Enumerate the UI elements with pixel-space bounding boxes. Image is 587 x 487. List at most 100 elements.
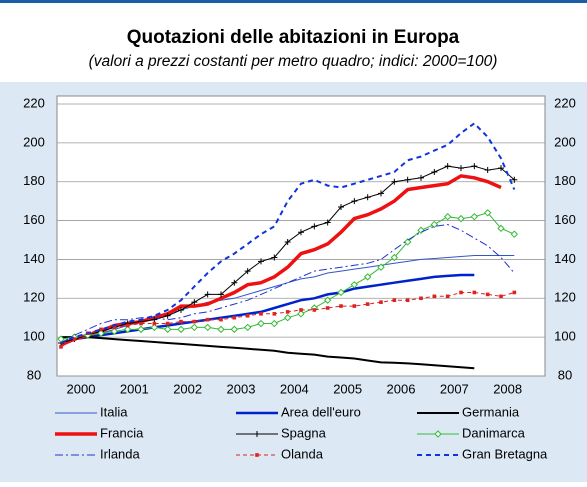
marker	[97, 329, 105, 337]
x-tick-label: 2006	[387, 381, 416, 396]
marker	[324, 219, 331, 226]
legend-label: Spagna	[281, 425, 327, 440]
y-tick-label: 80	[27, 367, 41, 382]
marker	[219, 317, 223, 322]
marker	[337, 288, 345, 297]
marker	[270, 319, 279, 328]
x-tick-label: 2002	[173, 381, 202, 396]
y-tick-label: 160	[23, 212, 45, 227]
marker	[444, 163, 451, 170]
marker	[299, 308, 303, 312]
legend-label: Francia	[100, 425, 144, 440]
x-tick-label: 2000	[67, 381, 96, 396]
marker	[245, 313, 250, 318]
plot-area	[56, 95, 546, 377]
y-tick-label: 220	[23, 95, 45, 110]
marker	[257, 319, 265, 328]
marker	[298, 229, 304, 236]
marker	[192, 319, 197, 324]
marker	[483, 209, 492, 217]
marker	[470, 212, 479, 221]
marker	[178, 306, 184, 313]
marker	[139, 321, 143, 326]
x-tick-label: 2007	[440, 381, 469, 396]
y2-tick-label: 220	[554, 95, 576, 110]
marker	[137, 325, 145, 334]
y-tick-label: 100	[23, 329, 45, 344]
x-tick-label: 2008	[493, 381, 522, 396]
x-tick-label: 2004	[280, 381, 309, 396]
marker	[511, 176, 518, 183]
marker	[338, 203, 344, 210]
marker	[285, 310, 290, 314]
marker	[364, 194, 371, 201]
marker	[217, 325, 225, 334]
legend-label: Danimarca	[462, 425, 526, 440]
marker	[391, 178, 398, 185]
marker	[297, 310, 305, 318]
marker	[392, 298, 397, 303]
marker	[243, 323, 252, 332]
marker	[99, 327, 103, 332]
marker	[271, 254, 278, 261]
marker	[204, 291, 211, 298]
marker	[205, 317, 210, 322]
series-line	[60, 273, 475, 345]
marker	[311, 223, 318, 230]
legend-label: Gran Bretagna	[462, 446, 548, 461]
x-tick-label: 2001	[120, 381, 149, 396]
marker	[405, 298, 410, 303]
marker	[230, 325, 239, 334]
marker	[403, 238, 412, 246]
marker	[352, 304, 357, 308]
marker	[123, 325, 132, 334]
marker	[164, 312, 171, 319]
series-line	[60, 223, 515, 344]
marker	[59, 345, 63, 349]
marker	[125, 323, 130, 328]
y2-tick-label: 180	[554, 173, 576, 188]
y-tick-label: 120	[23, 290, 45, 305]
marker	[379, 300, 383, 304]
marker	[457, 214, 465, 223]
marker	[165, 321, 170, 326]
marker	[418, 174, 424, 181]
marker	[417, 226, 425, 234]
marker	[431, 169, 438, 175]
y-tick-label: 200	[23, 134, 45, 149]
marker	[443, 212, 452, 221]
marker	[259, 312, 263, 316]
marker	[232, 315, 237, 320]
marker	[255, 453, 259, 457]
legend-label: Irlanda	[100, 446, 141, 461]
y-tick-label: 140	[23, 251, 45, 266]
marker	[110, 327, 119, 336]
marker	[471, 163, 478, 170]
marker	[512, 290, 517, 295]
marker	[472, 290, 477, 295]
marker	[258, 258, 264, 265]
marker	[351, 198, 358, 205]
legend-label: Germania	[462, 404, 520, 419]
marker	[497, 224, 505, 233]
marker	[350, 280, 359, 289]
marker	[190, 323, 199, 332]
chart-title: Quotazioni delle abitazioni in Europa	[127, 27, 460, 48]
marker	[203, 323, 212, 332]
marker	[498, 165, 504, 172]
legend-label: Olanda	[281, 446, 324, 461]
marker	[218, 291, 224, 298]
marker	[458, 165, 464, 172]
marker	[150, 323, 159, 332]
marker	[283, 314, 292, 322]
marker	[459, 290, 463, 295]
marker	[323, 296, 332, 304]
marker	[365, 302, 370, 306]
legend-label: Italia	[100, 404, 128, 419]
x-tick-label: 2005	[333, 381, 362, 396]
marker	[499, 294, 503, 299]
marker	[339, 304, 343, 308]
series-line	[61, 336, 475, 370]
marker	[419, 296, 423, 301]
